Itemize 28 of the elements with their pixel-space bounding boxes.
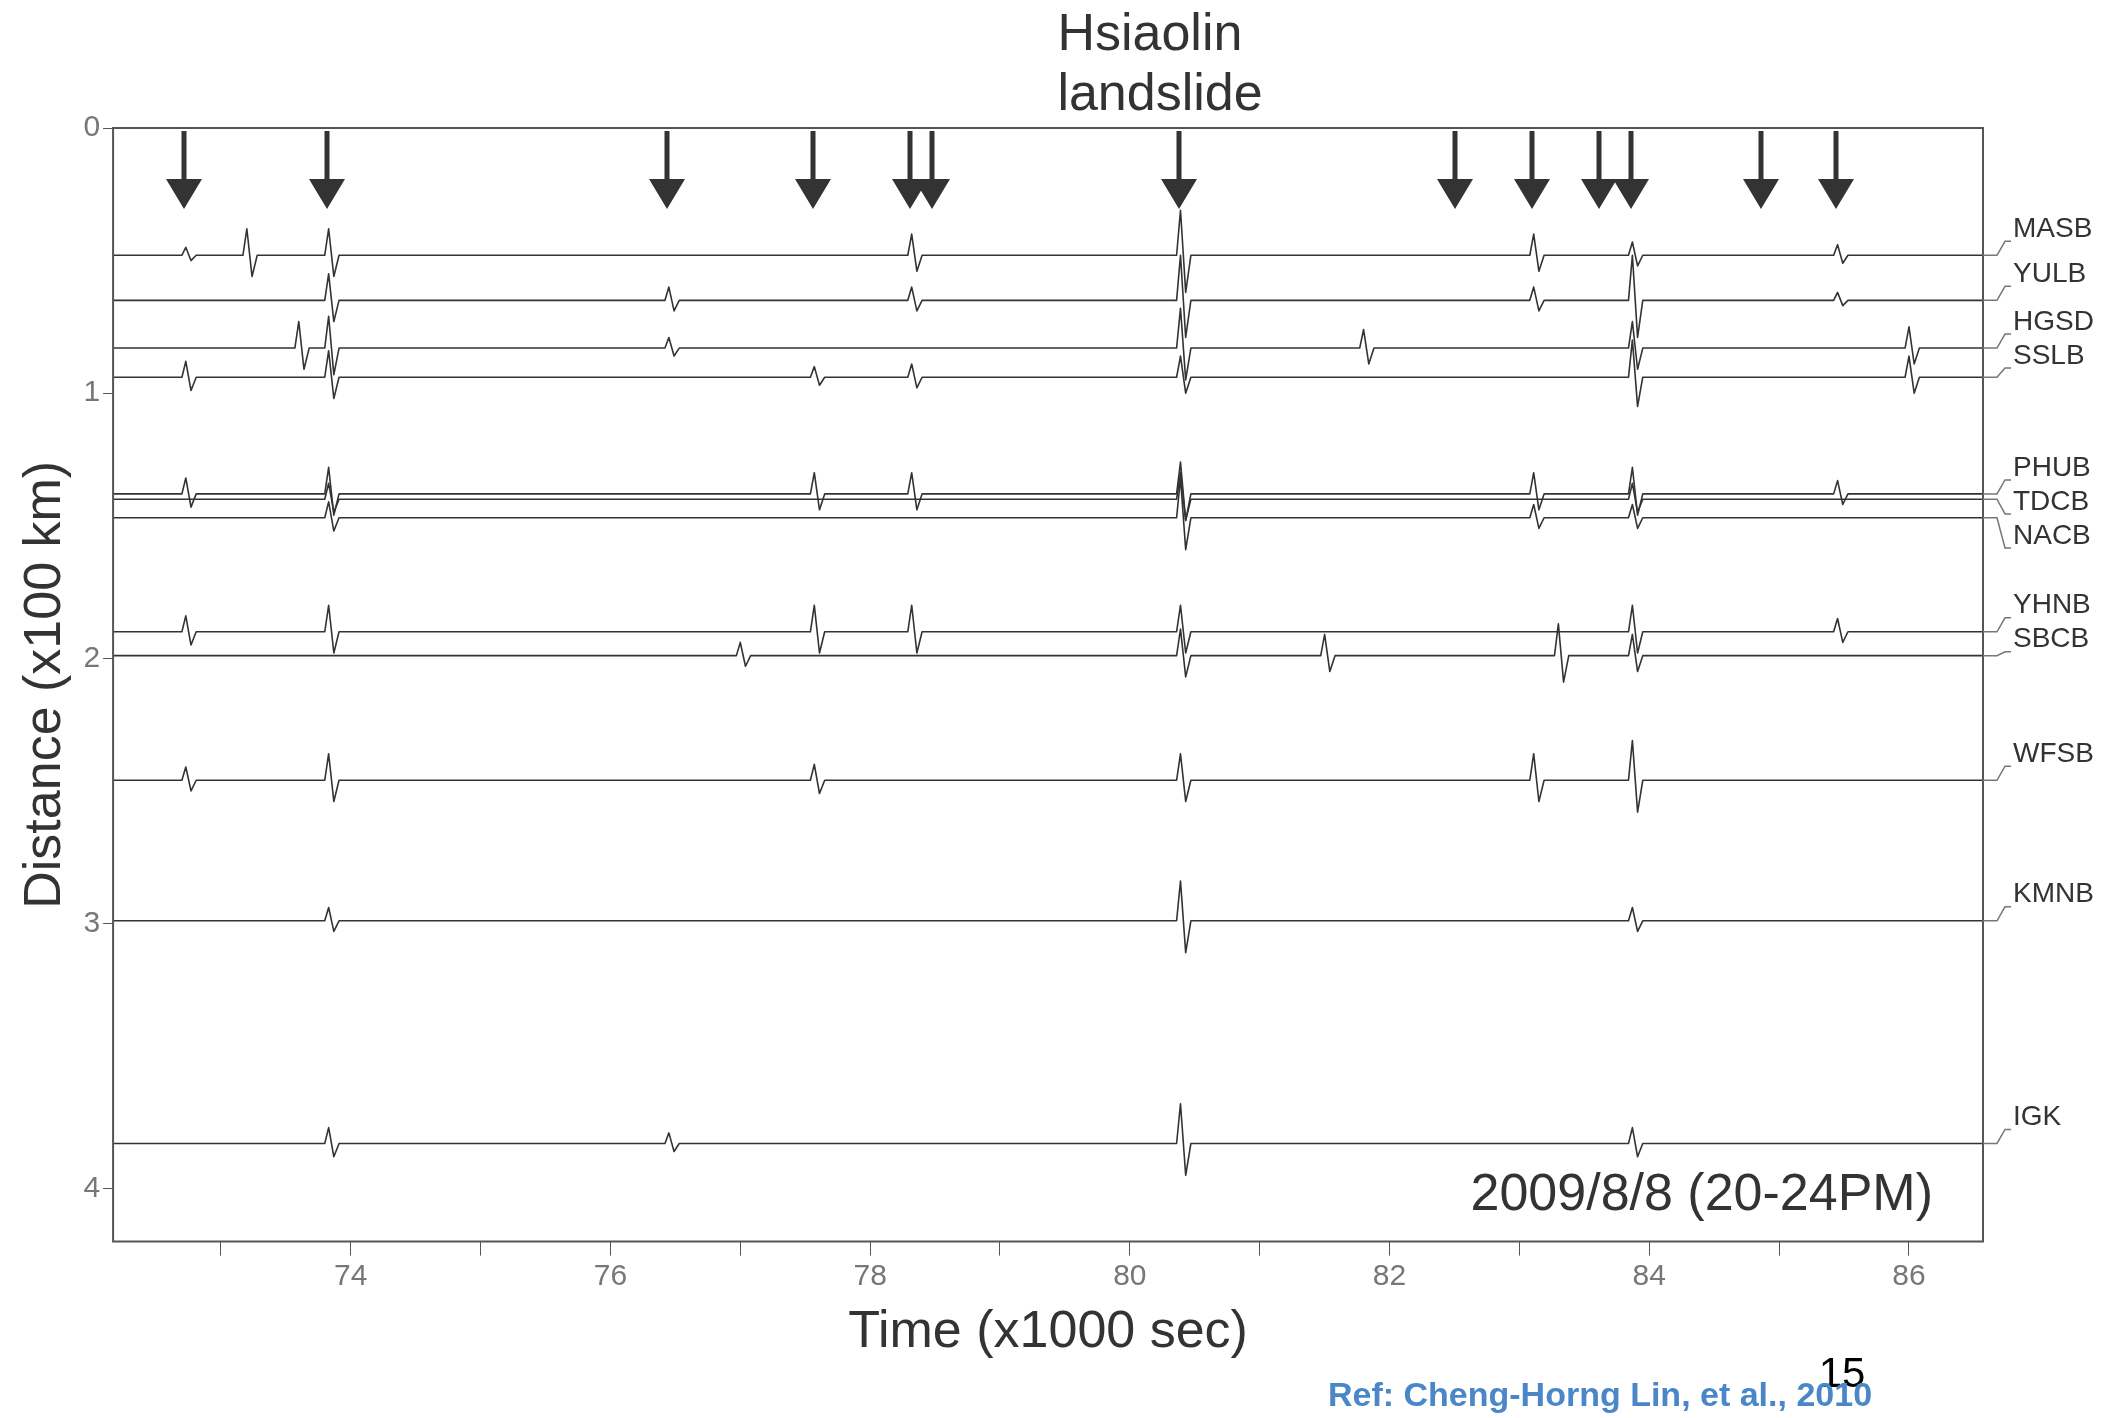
x-axis-title: Time (x1000 sec) — [848, 1300, 1248, 1359]
series-label: IGK — [2013, 1100, 2062, 1132]
series-label: TDCB — [2013, 484, 2090, 516]
series-label: SSLB — [2013, 338, 2085, 370]
series-label: NACB — [2013, 518, 2091, 550]
x-tick-label: 76 — [593, 1257, 628, 1291]
x-tick-label: 74 — [334, 1257, 368, 1291]
series-label: PHUB — [2013, 450, 2091, 482]
x-tick-label: 80 — [1113, 1257, 1147, 1291]
x-tick-label: 84 — [1632, 1257, 1666, 1291]
y-axis-title: Distance (x100 km) — [12, 460, 71, 909]
series-label: WFSB — [2013, 736, 2094, 768]
y-tick-label: 1 — [83, 374, 101, 408]
series-label: KMNB — [2013, 877, 2094, 909]
series-label: YHNB — [2013, 588, 2091, 620]
x-tick-label: 86 — [1892, 1257, 1926, 1291]
y-tick-label: 4 — [83, 1169, 101, 1203]
annotation: 2009/8/8 (20-24PM) — [1470, 1162, 1933, 1221]
y-tick-label: 0 — [83, 109, 101, 143]
y-tick-label: 3 — [83, 904, 101, 938]
y-tick-label: 2 — [83, 639, 101, 673]
series-label: MASB — [2013, 211, 2093, 243]
series-label: HGSD — [2013, 304, 2094, 336]
x-tick-label: 78 — [853, 1257, 887, 1291]
text: Hsiaolin landslide — [1057, 3, 1263, 122]
series-label: YULB — [2013, 257, 2087, 289]
series-label: SBCB — [2013, 622, 2090, 654]
x-tick-label: 82 — [1372, 1257, 1407, 1291]
